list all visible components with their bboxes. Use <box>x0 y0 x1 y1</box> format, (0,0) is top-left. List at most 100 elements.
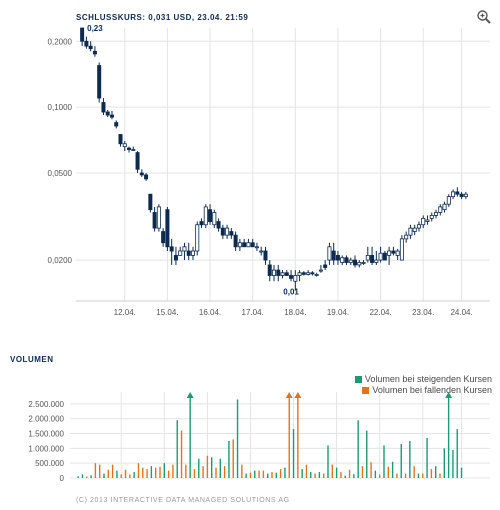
candle-body <box>451 191 456 198</box>
candle-body <box>148 193 153 211</box>
candle-body <box>297 272 302 276</box>
candle-body <box>293 275 298 282</box>
candle-body <box>370 255 375 263</box>
candle-body <box>344 257 349 263</box>
volume-clip-arrow <box>285 392 293 398</box>
candle-body <box>88 45 93 50</box>
y-tick-label: 0,0200 <box>48 256 73 265</box>
volume-title: VOLUMEN <box>10 355 54 364</box>
candle-body <box>442 203 447 211</box>
y-tick-label: 0,2000 <box>48 37 73 46</box>
candle-body <box>199 221 204 226</box>
candle-body <box>259 250 264 253</box>
volume-y-tick-label: 2.500.000 <box>28 400 64 409</box>
candle-body <box>374 259 379 263</box>
legend-up: Volumen bei steigenden Kursen <box>354 374 492 384</box>
candle-body <box>139 172 144 176</box>
candle-body <box>250 242 255 248</box>
candle-body <box>92 50 97 55</box>
legend-down-label: Volumen bei fallenden Kursen <box>372 385 492 395</box>
candle-body <box>152 212 157 229</box>
candle-body <box>463 193 468 198</box>
x-tick-label: 24.04. <box>450 308 472 317</box>
candle-body <box>459 193 464 198</box>
low-annotation: 0,01 <box>283 288 299 297</box>
candle-body <box>408 227 413 236</box>
high-annotation: 0,23 <box>87 24 103 33</box>
candle-body <box>127 147 132 150</box>
candle-body <box>263 250 268 261</box>
candle-body <box>190 250 195 256</box>
candle-body <box>357 262 362 266</box>
volume-clip-arrow <box>294 392 302 398</box>
candle-body <box>434 212 439 216</box>
candle-body <box>212 212 217 226</box>
candle-body <box>135 152 140 170</box>
candle-body <box>378 252 383 261</box>
x-tick-label: 17.04. <box>242 308 264 317</box>
x-tick-label: 15.04. <box>156 308 178 317</box>
candle-body <box>233 234 238 248</box>
candle-body <box>97 65 102 99</box>
candle-body <box>429 215 434 219</box>
candle-body <box>280 272 285 276</box>
candle-body <box>161 231 166 244</box>
candle-body <box>242 242 247 248</box>
volume-y-tick-label: 1.000.000 <box>28 444 64 453</box>
candle-body <box>186 250 191 256</box>
candle-body <box>365 255 370 261</box>
candle-body <box>318 269 323 272</box>
candle-body <box>416 224 421 229</box>
candle-body <box>165 209 170 248</box>
candle-body <box>395 250 400 256</box>
x-tick-label: 16.04. <box>199 308 221 317</box>
magnifier-plus-icon[interactable] <box>476 9 492 25</box>
x-tick-label: 19.04. <box>327 308 349 317</box>
volume-clip-arrow <box>445 392 453 398</box>
candle-body <box>335 255 340 261</box>
candle-body <box>182 246 187 252</box>
legend-up-swatch <box>354 376 362 383</box>
legend-down-swatch <box>362 387 370 394</box>
candle-body <box>246 242 251 248</box>
candle-body <box>225 227 230 236</box>
candle-body <box>208 209 213 222</box>
candle-body <box>220 227 225 236</box>
candle-body <box>169 246 174 252</box>
legend-down: Volumen bei fallenden Kursen <box>362 385 492 395</box>
candle-body <box>399 238 404 261</box>
candle-body <box>421 218 426 226</box>
candle-body <box>284 272 289 276</box>
candle-body <box>229 231 234 236</box>
candle-body <box>105 111 110 116</box>
candle-body <box>178 250 183 256</box>
volume-y-tick-label: 2.000.000 <box>28 415 64 424</box>
candle-body <box>340 257 345 263</box>
candle-body <box>195 224 200 252</box>
candle-body <box>446 196 451 205</box>
candle-body <box>276 269 281 276</box>
candle-body <box>404 234 409 240</box>
candle-body <box>254 246 259 249</box>
copyright-footer: (C) 2013 INTERACTIVE DATA MANAGED SOLUTI… <box>76 497 290 504</box>
candle-body <box>455 191 460 195</box>
candle-body <box>323 264 328 268</box>
volume-clip-arrow <box>186 392 194 398</box>
candle-body <box>80 27 85 42</box>
candle-body <box>109 114 114 118</box>
volume-y-tick-label: 1.500.000 <box>28 430 64 439</box>
candle-body <box>101 102 106 113</box>
candle-body <box>353 259 358 266</box>
candle-body <box>348 259 353 263</box>
candle-body <box>267 264 272 276</box>
candle-body <box>118 134 123 145</box>
y-tick-label: 0,1000 <box>48 103 73 112</box>
volume-y-tick-label: 0 <box>60 474 65 483</box>
candle-body <box>173 255 178 261</box>
x-tick-label: 23.04. <box>412 308 434 317</box>
candle-body <box>361 262 366 264</box>
candle-body <box>237 242 242 248</box>
x-tick-label: 18.04. <box>284 308 306 317</box>
candle-body <box>387 250 392 256</box>
